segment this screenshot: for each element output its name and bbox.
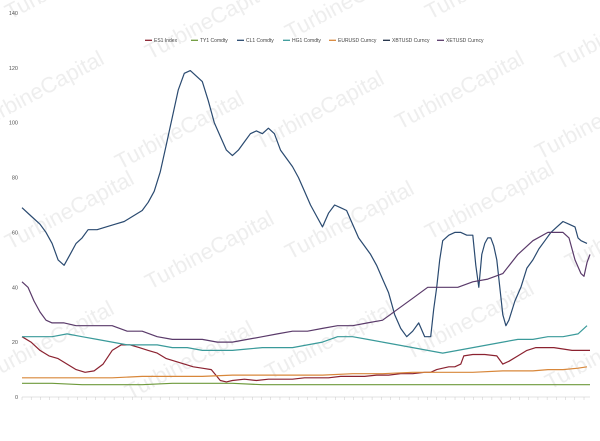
watermark-text: TurbineCapital — [1, 0, 138, 24]
series-line-es1-index — [21, 336, 590, 383]
series-line-xetusd-curncy — [21, 231, 591, 343]
watermark-text: TurbineCapital — [121, 316, 258, 405]
legend-label: TY1 Comdty — [200, 38, 228, 44]
y-tick-label: 120 — [9, 66, 18, 72]
legend-label: CL1 Comdty — [246, 38, 274, 44]
y-tick-label: 60 — [12, 230, 18, 236]
watermark-text: TurbineCapital — [141, 206, 278, 295]
series-lines — [21, 70, 591, 386]
series-line-ty1-comdty — [22, 382, 590, 386]
watermark-text: TurbineCapital — [551, 0, 600, 74]
watermark-text: TurbineCapital — [111, 86, 248, 175]
watermark-layer: TurbineCapital TurbineCapitalTurbineCapit… — [0, 0, 600, 404]
watermark-text: TurbineCapital — [531, 76, 600, 165]
watermark-text: TurbineCapital — [421, 0, 558, 24]
legend: ES1 Index TY1 Comdty CL1 Comdty HG1 Comdty E… — [145, 38, 484, 44]
y-tick-label: 0 — [15, 395, 18, 401]
x-axis-ticks — [21, 397, 585, 400]
watermark-text: TurbineCapital — [141, 0, 278, 64]
series-line-hg1-comdty — [22, 325, 588, 354]
watermark-text: TurbineCapital — [401, 276, 538, 365]
y-tick-label: 140 — [9, 11, 18, 17]
series-line-cl1-comdty — [21, 70, 588, 338]
watermark-text: TurbineCapital — [281, 176, 418, 265]
watermark-text: TurbineCapital — [251, 66, 388, 155]
legend-label: ES1 Index — [154, 38, 178, 44]
watermark-text: TurbineCapital — [561, 186, 600, 275]
watermark-text: TurbineCapital — [1, 166, 138, 255]
watermark-text: TurbineCapital — [421, 156, 558, 245]
legend-label: XETUSD Curncy — [446, 38, 484, 44]
y-axis-ticks: 0 20 40 60 80 100 120 140 — [9, 11, 18, 401]
y-tick-label: 40 — [12, 285, 18, 291]
y-tick-label: 80 — [12, 176, 18, 182]
legend-label: HG1 Comdty — [292, 38, 321, 44]
watermark-text: TurbineCapital — [391, 46, 528, 135]
y-tick-label: 100 — [9, 121, 18, 127]
legend-label: XBTUSD Curncy — [392, 38, 430, 44]
legend-label: EURUSD Curncy — [338, 38, 377, 44]
series-line-eurusd-curncy — [22, 366, 588, 379]
y-tick-label: 20 — [12, 340, 18, 346]
